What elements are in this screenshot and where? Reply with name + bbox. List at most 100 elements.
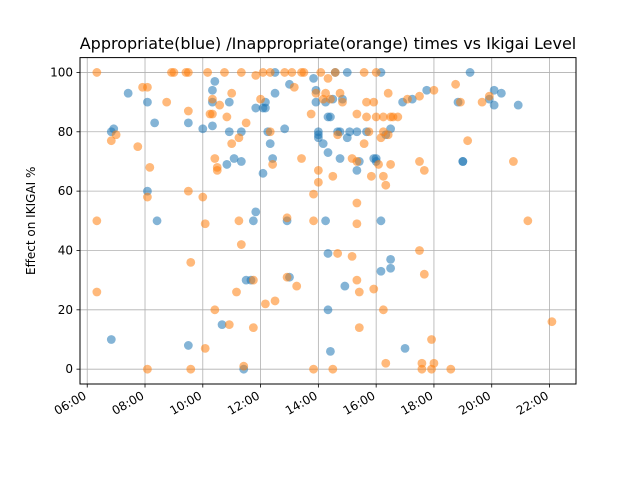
data-point <box>362 97 371 107</box>
data-point <box>92 216 102 226</box>
data-point <box>321 216 330 226</box>
data-point <box>359 139 369 149</box>
data-point <box>313 127 323 137</box>
data-point <box>309 73 318 83</box>
data-point <box>183 186 193 196</box>
data-point <box>208 94 217 104</box>
data-point <box>415 91 424 101</box>
data-point <box>381 180 391 190</box>
y-axis: 0 20 40 60 80 100 <box>50 65 80 376</box>
data-point <box>338 97 347 107</box>
data-point <box>143 192 152 202</box>
data-point <box>224 127 234 137</box>
data-point <box>326 346 335 356</box>
data-point <box>383 88 393 98</box>
data-point <box>316 68 326 77</box>
data-point <box>309 189 318 199</box>
data-point <box>347 252 357 261</box>
y-axis-label: Effect on IKIGAI % <box>24 167 38 275</box>
data-point <box>251 207 261 217</box>
data-point <box>477 97 487 107</box>
data-point <box>458 157 468 166</box>
data-point <box>210 154 220 163</box>
data-point <box>415 157 424 166</box>
data-point <box>393 112 403 122</box>
data-point <box>232 287 241 297</box>
data-point <box>333 130 343 140</box>
data-point <box>371 112 381 122</box>
data-point <box>345 127 355 137</box>
data-point <box>150 118 160 128</box>
data-point <box>234 133 244 143</box>
y-tick-label: 100 <box>50 65 73 79</box>
y-tick-label: 20 <box>58 303 73 317</box>
data-point <box>210 305 220 315</box>
data-point <box>429 85 439 95</box>
data-point <box>299 68 309 77</box>
data-point <box>376 216 386 226</box>
data-point <box>429 358 439 368</box>
data-point <box>309 216 318 226</box>
data-point <box>208 85 217 95</box>
plot-frame <box>79 57 577 385</box>
data-point <box>386 254 396 264</box>
data-point <box>289 82 299 92</box>
data-point <box>236 68 246 77</box>
data-point <box>186 257 196 267</box>
data-point <box>222 112 232 122</box>
data-point <box>328 171 338 181</box>
data-point <box>183 118 193 128</box>
data-point <box>335 88 345 98</box>
data-point <box>143 97 152 107</box>
data-point <box>236 157 246 166</box>
data-point <box>183 106 193 116</box>
data-point <box>364 127 374 137</box>
data-point <box>422 85 432 95</box>
data-point <box>143 82 152 92</box>
data-point <box>465 68 475 77</box>
data-point <box>386 263 396 273</box>
y-tick-label: 0 <box>65 362 73 376</box>
data-point <box>403 94 412 104</box>
data-point <box>251 71 261 80</box>
data-point <box>378 305 388 315</box>
data-point <box>381 358 391 368</box>
data-point <box>371 68 381 77</box>
data-point <box>427 335 436 344</box>
data-point <box>251 103 261 113</box>
data-point <box>415 246 424 255</box>
data-point <box>376 266 386 276</box>
data-point <box>333 249 343 258</box>
data-point <box>258 68 268 77</box>
data-point <box>260 103 270 113</box>
chart-title: Appropriate(blue) /Inappropriate(orange)… <box>80 34 577 53</box>
data-point <box>106 335 116 344</box>
data-point <box>326 112 335 122</box>
data-point <box>484 91 494 101</box>
data-point <box>265 68 275 77</box>
data-point <box>340 281 350 291</box>
data-point <box>106 136 116 146</box>
data-point <box>282 272 292 282</box>
data-point <box>152 216 162 226</box>
data-point <box>92 68 102 77</box>
series-2 <box>92 68 557 374</box>
data-point <box>133 142 143 152</box>
data-point <box>359 68 369 77</box>
data-point <box>248 323 258 333</box>
data-point <box>224 320 234 330</box>
data-point <box>451 79 461 89</box>
data-point <box>366 171 376 181</box>
data-point <box>217 320 227 330</box>
data-point <box>265 127 275 137</box>
data-point <box>513 100 523 110</box>
data-point <box>311 88 321 98</box>
data-point <box>270 88 280 98</box>
data-point <box>374 160 383 169</box>
data-point <box>111 130 121 140</box>
data-point <box>419 269 429 279</box>
data-point <box>282 213 292 223</box>
data-point <box>248 275 258 285</box>
data-point <box>378 112 388 122</box>
